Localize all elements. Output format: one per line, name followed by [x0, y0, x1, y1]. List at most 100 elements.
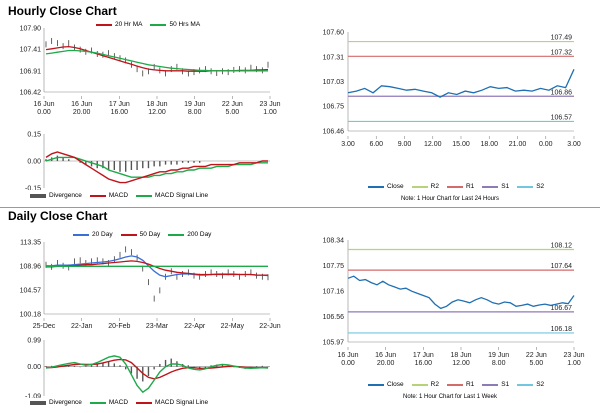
y-tick-label: 108.34 — [323, 238, 345, 245]
x-tick-label: 19 Jun — [488, 352, 509, 359]
x-tick-label: 8.00 — [188, 109, 202, 116]
x-tick-label: 22-Jan — [71, 323, 93, 330]
daily-price-chart: 113.35 108.96 104.57 100.18 25-Dec 22-Jan 20-F… — [20, 240, 281, 331]
level-label-r1: 107.64 — [551, 263, 573, 270]
x-tick-label: 16 Jun — [71, 101, 92, 108]
x-tick-label: 23 Jun — [563, 352, 584, 359]
y-tick-label: 0.00 — [27, 159, 41, 166]
y-tick-label: 100.18 — [20, 312, 42, 319]
y-tick-label: 107.16 — [323, 288, 345, 295]
legend-item-50-day: 50 Day — [113, 231, 160, 238]
daily-section-title: Daily Close Chart — [8, 209, 108, 223]
y-tick-label: 106.91 — [20, 68, 42, 75]
level-label-s2: 106.18 — [551, 326, 573, 333]
y-tick-label: 104.57 — [20, 288, 42, 295]
daily-levels-note: Note: 1 Hour Chart for Last 1 Week — [403, 394, 497, 400]
legend-item-divergence: Divergence — [22, 192, 82, 199]
x-tick-label: 22-May — [221, 323, 245, 330]
daily-price-panel: 20 Day 50 Day 200 Day 113.35 108.96 104.57… — [0, 224, 285, 334]
ma-line-50-hrs-ma — [45, 49, 268, 72]
y-tick-label: 107.31 — [323, 55, 345, 62]
y-tick-label: 0.99 — [27, 338, 41, 345]
x-tick-label: 9.00 — [398, 141, 412, 148]
legend-item-50hrs-ma: 50 Hrs MA — [142, 21, 200, 28]
x-tick-label: 23-Mar — [146, 323, 169, 330]
x-tick-label: 3.00 — [567, 141, 581, 148]
y-tick-label: 106.56 — [323, 314, 345, 321]
y-tick-label: 107.75 — [323, 263, 345, 270]
x-tick-label: 16 Jun — [337, 352, 358, 359]
x-tick-label: 21.00 — [509, 141, 527, 148]
y-tick-label: 106.75 — [323, 103, 345, 110]
legend-item-20hr-ma: 20 Hr MA — [88, 21, 142, 28]
x-tick-label: 6.00 — [369, 141, 383, 148]
level-label-r1: 107.32 — [551, 49, 573, 56]
y-tick-label: 107.90 — [20, 26, 42, 33]
hourly-levels-chart: 107.60 107.31 107.03 106.75 106.46 3.00 6.00 9.… — [323, 30, 581, 149]
legend-item-r2: R2 — [404, 183, 439, 190]
ma-line-50-day — [46, 260, 268, 276]
x-tick-label: 18 Jun — [450, 352, 471, 359]
section-divider — [0, 207, 600, 208]
legend-item-close: Close — [360, 381, 404, 388]
x-tick-label: 0.00 — [37, 109, 51, 116]
x-tick-label: 17 Jun — [413, 352, 434, 359]
legend-item-s2: S2 — [509, 381, 544, 388]
hourly-section-title: Hourly Close Chart — [8, 4, 117, 18]
x-tick-label: 22-Jun — [259, 323, 281, 330]
x-tick-label: 19 Jun — [184, 101, 205, 108]
x-tick-label: 0.00 — [539, 141, 553, 148]
x-tick-label: 20.00 — [377, 360, 395, 367]
daily-macd-chart: 0.99 0.00 -1.09 — [25, 338, 270, 398]
x-tick-label: 16.00 — [415, 360, 433, 367]
y-tick-label: 108.96 — [20, 264, 42, 271]
x-tick-label: 15.00 — [452, 141, 470, 148]
close-line — [347, 69, 575, 98]
macd-line — [45, 355, 269, 394]
x-tick-label: 18 Jun — [146, 101, 167, 108]
hourly-macd-panel: 0.15 0.00 -0.15 Divergence MACD MACD Signa… — [0, 126, 285, 206]
daily-levels-panel: 108.34 107.75 107.16 106.56 105.97 16 Jun 0.00… — [300, 228, 600, 413]
x-tick-label: 16 Jun — [375, 352, 396, 359]
legend-item-s1: S1 — [474, 183, 509, 190]
level-label-s2: 106.57 — [551, 114, 573, 121]
legend-item-macd-signal: MACD Signal Line — [128, 192, 208, 199]
x-tick-label: 20-Feb — [108, 323, 130, 330]
daily-levels-legend: Close R2 R1 S1 S2 — [360, 381, 544, 388]
y-tick-label: 106.46 — [323, 129, 345, 136]
macd-line — [45, 151, 268, 184]
hourly-levels-legend: Close R2 R1 S1 S2 — [360, 183, 544, 190]
y-tick-label: -0.15 — [25, 186, 41, 191]
legend-item-divergence: Divergence — [22, 399, 82, 406]
x-tick-label: 17 Jun — [109, 101, 130, 108]
x-tick-label: 22-Apr — [184, 323, 206, 330]
daily-macd-panel: 0.99 0.00 -1.09 Divergence MACD MACD Signa… — [0, 334, 285, 413]
y-tick-label: 107.03 — [323, 79, 345, 86]
close-line — [347, 275, 575, 310]
x-tick-label: 20.00 — [73, 109, 91, 116]
hourly-macd-legend: Divergence MACD MACD Signal Line — [22, 192, 208, 199]
macd-signal-line — [45, 156, 268, 178]
x-tick-label: 1.00 — [567, 360, 581, 367]
x-tick-label: 22 Jun — [222, 101, 243, 108]
y-tick-label: 0.15 — [27, 132, 41, 139]
daily-macd-legend: Divergence MACD MACD Signal Line — [22, 399, 208, 406]
x-tick-label: 23 Jun — [259, 101, 280, 108]
x-tick-label: 25-Dec — [33, 323, 56, 330]
x-tick-label: 1.00 — [263, 109, 277, 116]
level-label-s1: 106.86 — [551, 89, 573, 96]
x-tick-label: 8.00 — [492, 360, 506, 367]
legend-item-r1: R1 — [439, 381, 474, 388]
legend-item-close: Close — [360, 183, 404, 190]
legend-item-200-day: 200 Day — [160, 231, 211, 238]
x-tick-label: 3.00 — [341, 141, 355, 148]
hourly-macd-chart: 0.15 0.00 -0.15 — [25, 132, 270, 191]
x-tick-label: 5.00 — [530, 360, 544, 367]
hourly-price-legend: 20 Hr MA 50 Hrs MA — [88, 21, 200, 28]
hourly-levels-panel: 107.60 107.31 107.03 106.75 106.46 3.00 6.00 9.… — [300, 22, 600, 206]
y-tick-label: 107.41 — [20, 47, 42, 54]
legend-item-macd: MACD — [82, 192, 128, 199]
y-tick-label: 106.42 — [20, 90, 42, 97]
x-tick-label: 12.00 — [424, 141, 442, 148]
